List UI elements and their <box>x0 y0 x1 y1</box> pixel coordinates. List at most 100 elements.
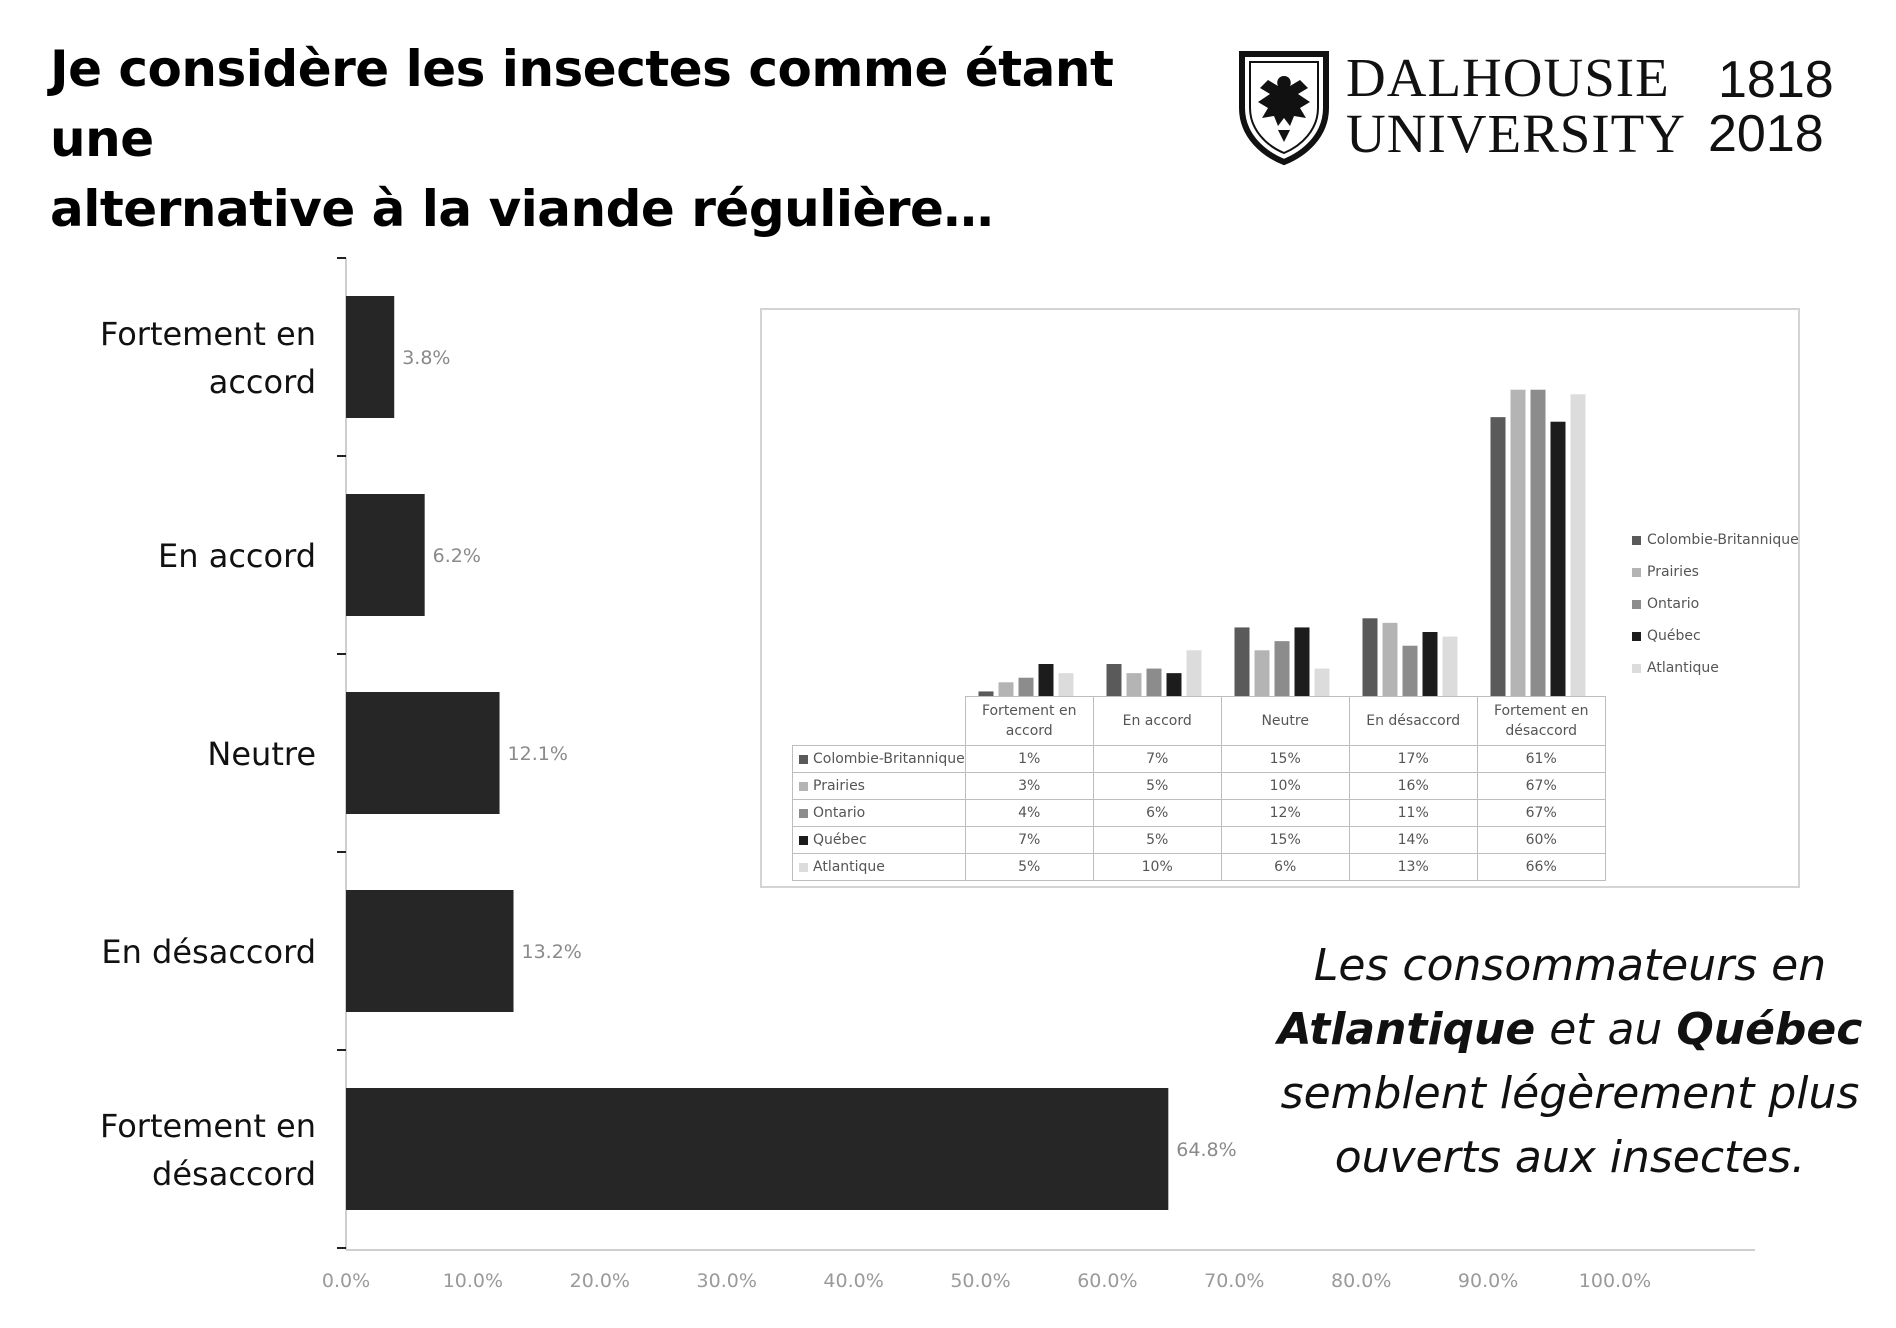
bar-data-label: 3.8% <box>402 347 450 369</box>
regional-bar <box>1254 650 1270 696</box>
callout-mid: et au <box>1535 1004 1677 1055</box>
page-title: Je considère les insectes comme étant un… <box>50 34 1200 244</box>
bar-data-label: 6.2% <box>433 545 481 567</box>
regional-bar <box>1510 389 1526 696</box>
table-cell: 5% <box>1092 772 1222 800</box>
category-label: En désaccord <box>101 933 316 971</box>
table-cell: 4% <box>964 799 1094 827</box>
table-column-header: Fortement en désaccord <box>1476 696 1606 746</box>
regional-bar <box>1186 650 1202 696</box>
table-cell: 67% <box>1476 799 1606 827</box>
table-cell: 3% <box>964 772 1094 800</box>
regional-legend: Colombie-Britannique Prairies Ontario Québe… <box>1632 524 1799 684</box>
regional-bar <box>1530 389 1546 696</box>
table-corner <box>793 697 966 746</box>
x-tick-label: 60.0% <box>1077 1270 1137 1292</box>
table-cell: 6% <box>1220 853 1350 881</box>
table-row-header: Colombie-Britannique <box>792 745 966 773</box>
table-column-header: Neutre <box>1220 696 1350 746</box>
table-row-header: Atlantique <box>792 853 966 881</box>
table-swatch <box>799 862 808 872</box>
table-row: Atlantique 5% 10% 6% 13% 66% <box>792 853 1606 881</box>
callout-line-3: semblent légèrement plus <box>1280 1068 1860 1119</box>
category-label: désaccord <box>152 1155 316 1193</box>
legend-swatch <box>1632 631 1641 641</box>
x-tick-label: 70.0% <box>1204 1270 1264 1292</box>
logo-word-university: UNIVERSITY <box>1346 103 1686 164</box>
regional-bar <box>1382 622 1398 696</box>
table-cell: 5% <box>964 853 1094 881</box>
table-cell: 61% <box>1476 745 1606 773</box>
table-cell: 5% <box>1092 826 1222 854</box>
regional-bar <box>1038 664 1054 696</box>
regional-bar <box>1234 627 1250 696</box>
regional-bar <box>1166 673 1182 696</box>
bar <box>346 890 514 1012</box>
table-cell: 7% <box>1092 745 1222 773</box>
legend-label: Colombie-Britannique <box>1647 532 1799 548</box>
table-column-header: En accord <box>1092 696 1222 746</box>
category-label: accord <box>209 363 316 401</box>
table-header-row: Fortement en accord En accord Neutre En désa… <box>793 696 1606 746</box>
table-row: Prairies 3% 5% 10% 16% 67% <box>792 772 1606 800</box>
table-swatch <box>799 781 808 791</box>
legend-item: Prairies <box>1632 556 1799 588</box>
regional-bar <box>1126 673 1142 696</box>
table-row: Colombie-Britannique 1% 7% 15% 17% 61% <box>792 745 1606 773</box>
regional-bar <box>1402 645 1418 696</box>
regional-bar-chart <box>978 389 1586 696</box>
bar <box>346 1088 1169 1210</box>
table-cell: 6% <box>1092 799 1222 827</box>
legend-label: Ontario <box>1647 596 1700 612</box>
category-label: En accord <box>158 537 316 575</box>
table-cell: 60% <box>1476 826 1606 854</box>
bar-data-label: 64.8% <box>1176 1139 1236 1161</box>
bar <box>346 494 425 616</box>
logo-year-1818: 1818 <box>1718 51 1834 109</box>
x-tick-label: 50.0% <box>950 1270 1010 1292</box>
table-row-header: Ontario <box>792 799 966 827</box>
callout-bold-quebec: Québec <box>1676 1004 1863 1055</box>
table-cell: 13% <box>1348 853 1478 881</box>
table-cell: 16% <box>1348 772 1478 800</box>
x-tick-label: 40.0% <box>823 1270 883 1292</box>
title-line-2: alternative à la viande régulière… <box>50 180 993 238</box>
legend-label: Prairies <box>1647 564 1699 580</box>
legend-swatch <box>1632 599 1641 609</box>
title-line-1: Je considère les insectes comme étant un… <box>50 40 1114 168</box>
table-cell: 14% <box>1348 826 1478 854</box>
logo-year-2018: 2018 <box>1708 105 1824 163</box>
regional-bar <box>1490 417 1506 696</box>
x-tick-label: 20.0% <box>570 1270 630 1292</box>
logo-word-dalhousie: DALHOUSIE <box>1346 47 1670 108</box>
regional-bar <box>1422 632 1438 696</box>
x-tick-label: 10.0% <box>443 1270 503 1292</box>
regional-bar <box>1442 636 1458 696</box>
legend-item: Atlantique <box>1632 652 1799 684</box>
table-swatch <box>799 754 808 764</box>
table-cell: 11% <box>1348 799 1478 827</box>
bar-data-label: 12.1% <box>508 743 568 765</box>
x-tick-label: 100.0% <box>1579 1270 1651 1292</box>
callout-line-4: ouverts aux insectes. <box>1334 1132 1806 1183</box>
regional-bar <box>1314 668 1330 696</box>
callout-text: Les consommateurs en Atlantique et au Qu… <box>1270 934 1870 1190</box>
legend-swatch <box>1632 663 1641 673</box>
university-logo: DALHOUSIE UNIVERSITY 1818 2018 <box>1238 48 1838 168</box>
table-row-header: Prairies <box>792 772 966 800</box>
regional-bar <box>1018 677 1034 696</box>
bar <box>346 692 500 814</box>
table-column-header: Fortement en accord <box>964 696 1094 746</box>
legend-swatch <box>1632 567 1641 577</box>
table-row: Québec 7% 5% 15% 14% 60% <box>792 826 1606 854</box>
legend-item: Québec <box>1632 620 1799 652</box>
shield-icon <box>1239 51 1329 166</box>
table-cell: 15% <box>1220 826 1350 854</box>
table-cell: 1% <box>964 745 1094 773</box>
regional-chart-panel: Colombie-Britannique Prairies Ontario Québe… <box>760 308 1800 888</box>
table-swatch <box>799 835 808 845</box>
category-label: Fortement en <box>100 315 316 353</box>
regional-bar <box>1106 664 1122 696</box>
table-cell: 66% <box>1476 853 1606 881</box>
